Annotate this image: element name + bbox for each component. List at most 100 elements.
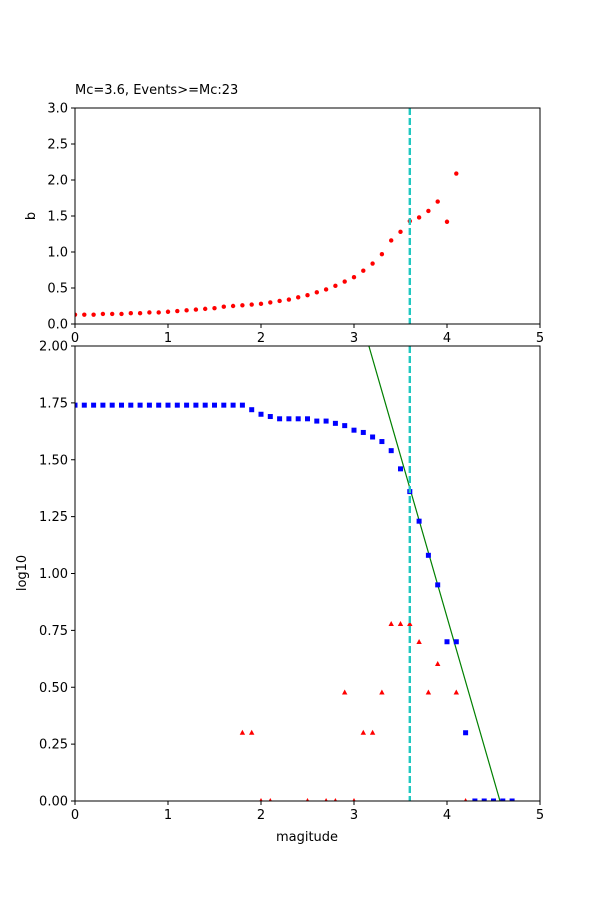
- data-point: [295, 416, 301, 422]
- data-point: [128, 402, 134, 408]
- data-point: [100, 311, 106, 317]
- data-point: [81, 402, 87, 408]
- data-point: [351, 427, 357, 433]
- data-point: [416, 638, 422, 644]
- y-tick-label: 1.25: [39, 510, 68, 525]
- data-point: [481, 798, 487, 801]
- data-point: [91, 312, 96, 317]
- data-point: [100, 402, 106, 408]
- x-tick-label: 2: [257, 808, 265, 823]
- x-tick-label: 5: [536, 808, 544, 823]
- frequency-magnitude-panel: 0 1 2 3 4 5 0.00 0.25 0.50 0.75 1.00 1.25 1.50 1.75 2.…: [15, 340, 544, 846]
- data-point: [286, 416, 292, 422]
- data-point: [379, 689, 385, 695]
- data-point: [333, 283, 338, 289]
- y-tick-label: 0.25: [39, 738, 68, 753]
- x-tick-label: 0: [71, 808, 79, 823]
- y-tick-label: 1.5: [47, 210, 68, 225]
- data-point: [119, 311, 124, 317]
- data-point: [435, 582, 441, 588]
- data-point: [240, 303, 245, 308]
- data-point: [174, 402, 180, 408]
- data-point: [388, 448, 394, 454]
- y-tick-label: 1.0: [47, 246, 68, 261]
- data-point: [147, 310, 152, 315]
- data-point: [360, 429, 366, 435]
- y-tick-label: 0.00: [39, 795, 68, 810]
- data-point: [305, 798, 310, 801]
- data-point: [268, 798, 272, 801]
- data-point: [165, 309, 171, 314]
- x-axis-label-magnitude: magitude: [276, 830, 338, 845]
- data-point: [416, 215, 422, 220]
- data-point: [361, 268, 366, 273]
- data-point: [342, 279, 347, 284]
- data-point: [426, 208, 431, 214]
- data-point: [444, 639, 450, 645]
- data-point: [230, 402, 236, 408]
- data-point: [267, 414, 273, 420]
- data-point: [453, 639, 459, 645]
- data-point: [472, 798, 478, 801]
- data-point: [397, 621, 404, 627]
- data-point: [286, 297, 292, 302]
- data-point: [91, 402, 97, 408]
- y-tick-label: 1.00: [39, 567, 68, 582]
- data-point: [342, 689, 348, 695]
- data-point: [258, 411, 264, 417]
- y-tick-label: 2.0: [47, 174, 68, 189]
- data-point: [110, 311, 115, 317]
- data-point: [249, 729, 255, 735]
- data-point: [370, 261, 375, 266]
- data-point: [156, 310, 161, 315]
- data-point: [351, 275, 357, 280]
- data-point: [388, 621, 394, 627]
- data-point: [75, 402, 78, 408]
- data-point: [509, 798, 515, 801]
- data-point: [137, 402, 143, 408]
- b-value-panel: Mc=3.6, Events>=Mc:23 0 1 2 3 4 5 0.0 0.5 1.0 1.5…: [24, 83, 544, 346]
- data-point: [323, 287, 329, 292]
- data-point: [463, 798, 468, 801]
- y-tick-label: 0.0: [47, 318, 68, 333]
- data-point: [416, 518, 422, 524]
- x-tick-label: 1: [164, 331, 172, 346]
- data-point: [156, 402, 162, 408]
- fmd-axes: 0 1 2 3 4 5 0.00 0.25 0.50 0.75 1.00 1.25 1.50 1.75 2.…: [39, 340, 544, 824]
- data-point: [342, 423, 348, 429]
- data-point: [230, 303, 236, 309]
- plot-frame: [74, 345, 541, 802]
- data-point: [109, 402, 115, 408]
- data-point: [491, 798, 496, 801]
- data-point: [221, 304, 226, 309]
- x-tick-label: 2: [257, 331, 265, 346]
- data-point: [259, 798, 263, 801]
- data-point: [435, 199, 440, 204]
- fmd-points: [75, 346, 515, 801]
- data-point: [184, 308, 189, 313]
- data-point: [463, 730, 469, 736]
- data-point: [202, 402, 208, 408]
- data-point: [193, 402, 199, 408]
- data-point: [500, 798, 506, 801]
- data-point: [239, 402, 245, 408]
- data-point: [407, 621, 413, 627]
- x-tick-label: 0: [71, 331, 79, 346]
- data-point: [352, 798, 356, 801]
- x-tick-label: 5: [536, 331, 544, 346]
- y-tick-label: 1.50: [39, 453, 68, 468]
- y-tick-label: 0.50: [39, 681, 68, 696]
- data-point: [258, 301, 264, 307]
- data-point: [444, 219, 450, 224]
- b-value-points: [75, 108, 459, 324]
- data-point: [119, 402, 124, 408]
- data-point: [268, 300, 273, 305]
- data-point: [398, 466, 403, 472]
- data-point: [324, 798, 328, 801]
- data-point: [128, 311, 133, 316]
- data-point: [453, 689, 459, 695]
- y-tick-label: 1.75: [39, 396, 68, 411]
- y-axis-label-b: b: [24, 212, 39, 220]
- data-point: [454, 171, 459, 176]
- data-point: [212, 305, 217, 311]
